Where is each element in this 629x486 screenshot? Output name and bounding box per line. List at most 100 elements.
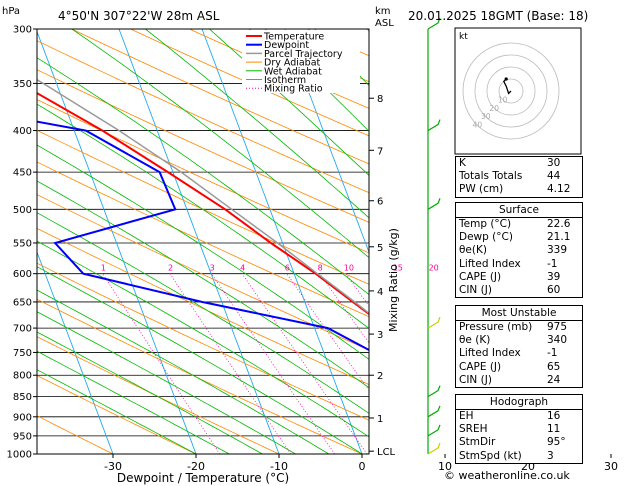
wet-adiabat	[37, 212, 369, 414]
pressure-tick-label: 750	[13, 348, 32, 359]
pressure-tick-label: 550	[13, 238, 32, 249]
row-label: CAPE (J)	[459, 270, 502, 283]
pressure-tick-label: 650	[13, 297, 32, 308]
most-unstable-title: Most Unstable	[456, 306, 582, 321]
most-unstable-panel: Most Unstable Pressure (mb) 975 θe (K) 340 L…	[455, 305, 583, 389]
temperature-line	[37, 91, 369, 316]
row-label: Dewp (°C)	[459, 231, 513, 244]
row-value: 39	[547, 270, 561, 283]
mixing-ratio-label: 10	[344, 264, 354, 273]
plot-frame	[36, 28, 370, 455]
row-value: 22.6	[547, 218, 571, 230]
hodograph-ring-label: 40	[473, 121, 483, 130]
wet-adiabat	[145, 29, 369, 219]
pressure-tick-label: 600	[13, 269, 32, 280]
mixing-ratio-label: 3	[210, 264, 215, 273]
location-title: 4°50'N 307°22'W 28m ASL	[58, 9, 220, 23]
pressure-tick-label: 950	[13, 431, 32, 442]
hodograph-ring	[462, 42, 560, 140]
row-label: Pressure (mb)	[459, 321, 533, 333]
table-row: θe(K) 339	[456, 244, 582, 257]
hodograph-unit: kt	[459, 32, 468, 42]
row-label: CIN (J)	[459, 373, 492, 386]
legend-label: Dewpoint	[264, 40, 309, 51]
legend-label: Wet Adiabat	[264, 66, 322, 77]
hodograph-ring	[486, 66, 536, 116]
wet-adiabat	[37, 180, 369, 389]
mixing-ratio-label: 8	[318, 264, 323, 273]
isotherm	[118, 29, 280, 454]
height-tick-label: 7	[377, 146, 383, 157]
row-label: StmSpd (kt)	[459, 449, 522, 462]
row-value: 975	[547, 321, 568, 333]
table-row: Lifted Index -1	[456, 258, 582, 271]
mixing-ratio-label: 15	[393, 264, 403, 273]
row-value: 4.12	[547, 183, 571, 196]
dry-adiabat	[37, 129, 369, 285]
row-value: -1	[547, 347, 558, 360]
table-row: Temp (°C) 22.6	[456, 218, 582, 231]
row-value: 3	[547, 449, 554, 462]
wet-adiabat	[37, 369, 197, 454]
row-value: 30	[547, 157, 561, 169]
row-label: StmDir	[459, 436, 496, 449]
pressure-tick-label: 500	[13, 205, 32, 216]
height-tick-label: 6	[377, 197, 383, 208]
x-axis-title: Dewpoint / Temperature (°C)	[117, 471, 289, 485]
wind-barb	[427, 17, 441, 30]
hodograph-ring-label: 30	[481, 112, 491, 121]
temperature-tick-label: 30	[604, 460, 618, 473]
height-tick-label: 2	[377, 371, 383, 382]
hodograph-table-panel: Hodograph EH 16 SREH 11 StmDir 95° StmSpd (kt)…	[455, 394, 583, 464]
table-row: Pressure (mb) 975	[456, 321, 582, 334]
temperature-tick-label: -20	[187, 460, 205, 473]
table-row: θe (K) 340	[456, 334, 582, 347]
mixing-ratio-line	[319, 273, 369, 344]
legend-label: Parcel Trajectory	[264, 49, 343, 60]
table-row: CIN (J) 60	[456, 284, 582, 297]
pressure-tick-label: 850	[13, 392, 32, 403]
wind-barb	[427, 316, 441, 329]
dry-adiabat	[71, 29, 369, 165]
row-value: 16	[547, 410, 561, 422]
table-row: SREH 11	[456, 423, 582, 436]
dry-adiabat	[37, 374, 197, 454]
row-label: Temp (°C)	[459, 218, 512, 230]
surface-title: Surface	[456, 203, 582, 218]
row-value: 340	[547, 334, 568, 347]
dry-adiabat	[37, 99, 369, 254]
legend-label: Mixing Ratio	[264, 84, 323, 95]
wet-adiabat	[37, 103, 369, 329]
mixing-ratio-labels: 12346810152025	[101, 264, 467, 273]
pressure-tick-label: 350	[13, 79, 32, 90]
temperature-tick-label: 10	[438, 460, 452, 473]
row-label: EH	[459, 410, 474, 422]
mixing-ratio-line	[102, 273, 221, 454]
isotherm	[37, 250, 114, 454]
pressure-unit-label: hPa	[2, 6, 20, 17]
dry-adiabat	[37, 262, 369, 421]
row-label: Totals Totals	[459, 170, 523, 183]
chart-profiles	[37, 78, 369, 352]
legend-label: Dry Adiabat	[264, 58, 321, 69]
row-value: 11	[547, 423, 561, 436]
pressure-tick-label: 450	[13, 168, 32, 179]
table-row: Dewp (°C) 21.1	[456, 231, 582, 244]
temperature-axis: -30-20-10010203040	[104, 454, 618, 473]
hodograph-table-title: Hodograph	[456, 395, 582, 410]
height-tick-label: 4	[377, 287, 383, 298]
row-value: -1	[547, 257, 558, 270]
table-row: Lifted Index -1	[456, 347, 582, 360]
wet-adiabat	[71, 29, 369, 259]
height-tick-label: 1	[377, 414, 383, 425]
footer-credit: © weatheronline.co.uk	[444, 469, 570, 482]
height-tick-label: LCL	[377, 447, 396, 458]
indices-panel: K 30 Totals Totals 44 PW (cm) 4.12	[455, 156, 583, 198]
dry-adiabat	[37, 69, 369, 223]
row-value: 339	[547, 244, 568, 257]
wet-adiabat	[37, 311, 296, 454]
mixing-ratio-label: 6	[285, 264, 290, 273]
mixing-ratio-line	[169, 273, 292, 454]
